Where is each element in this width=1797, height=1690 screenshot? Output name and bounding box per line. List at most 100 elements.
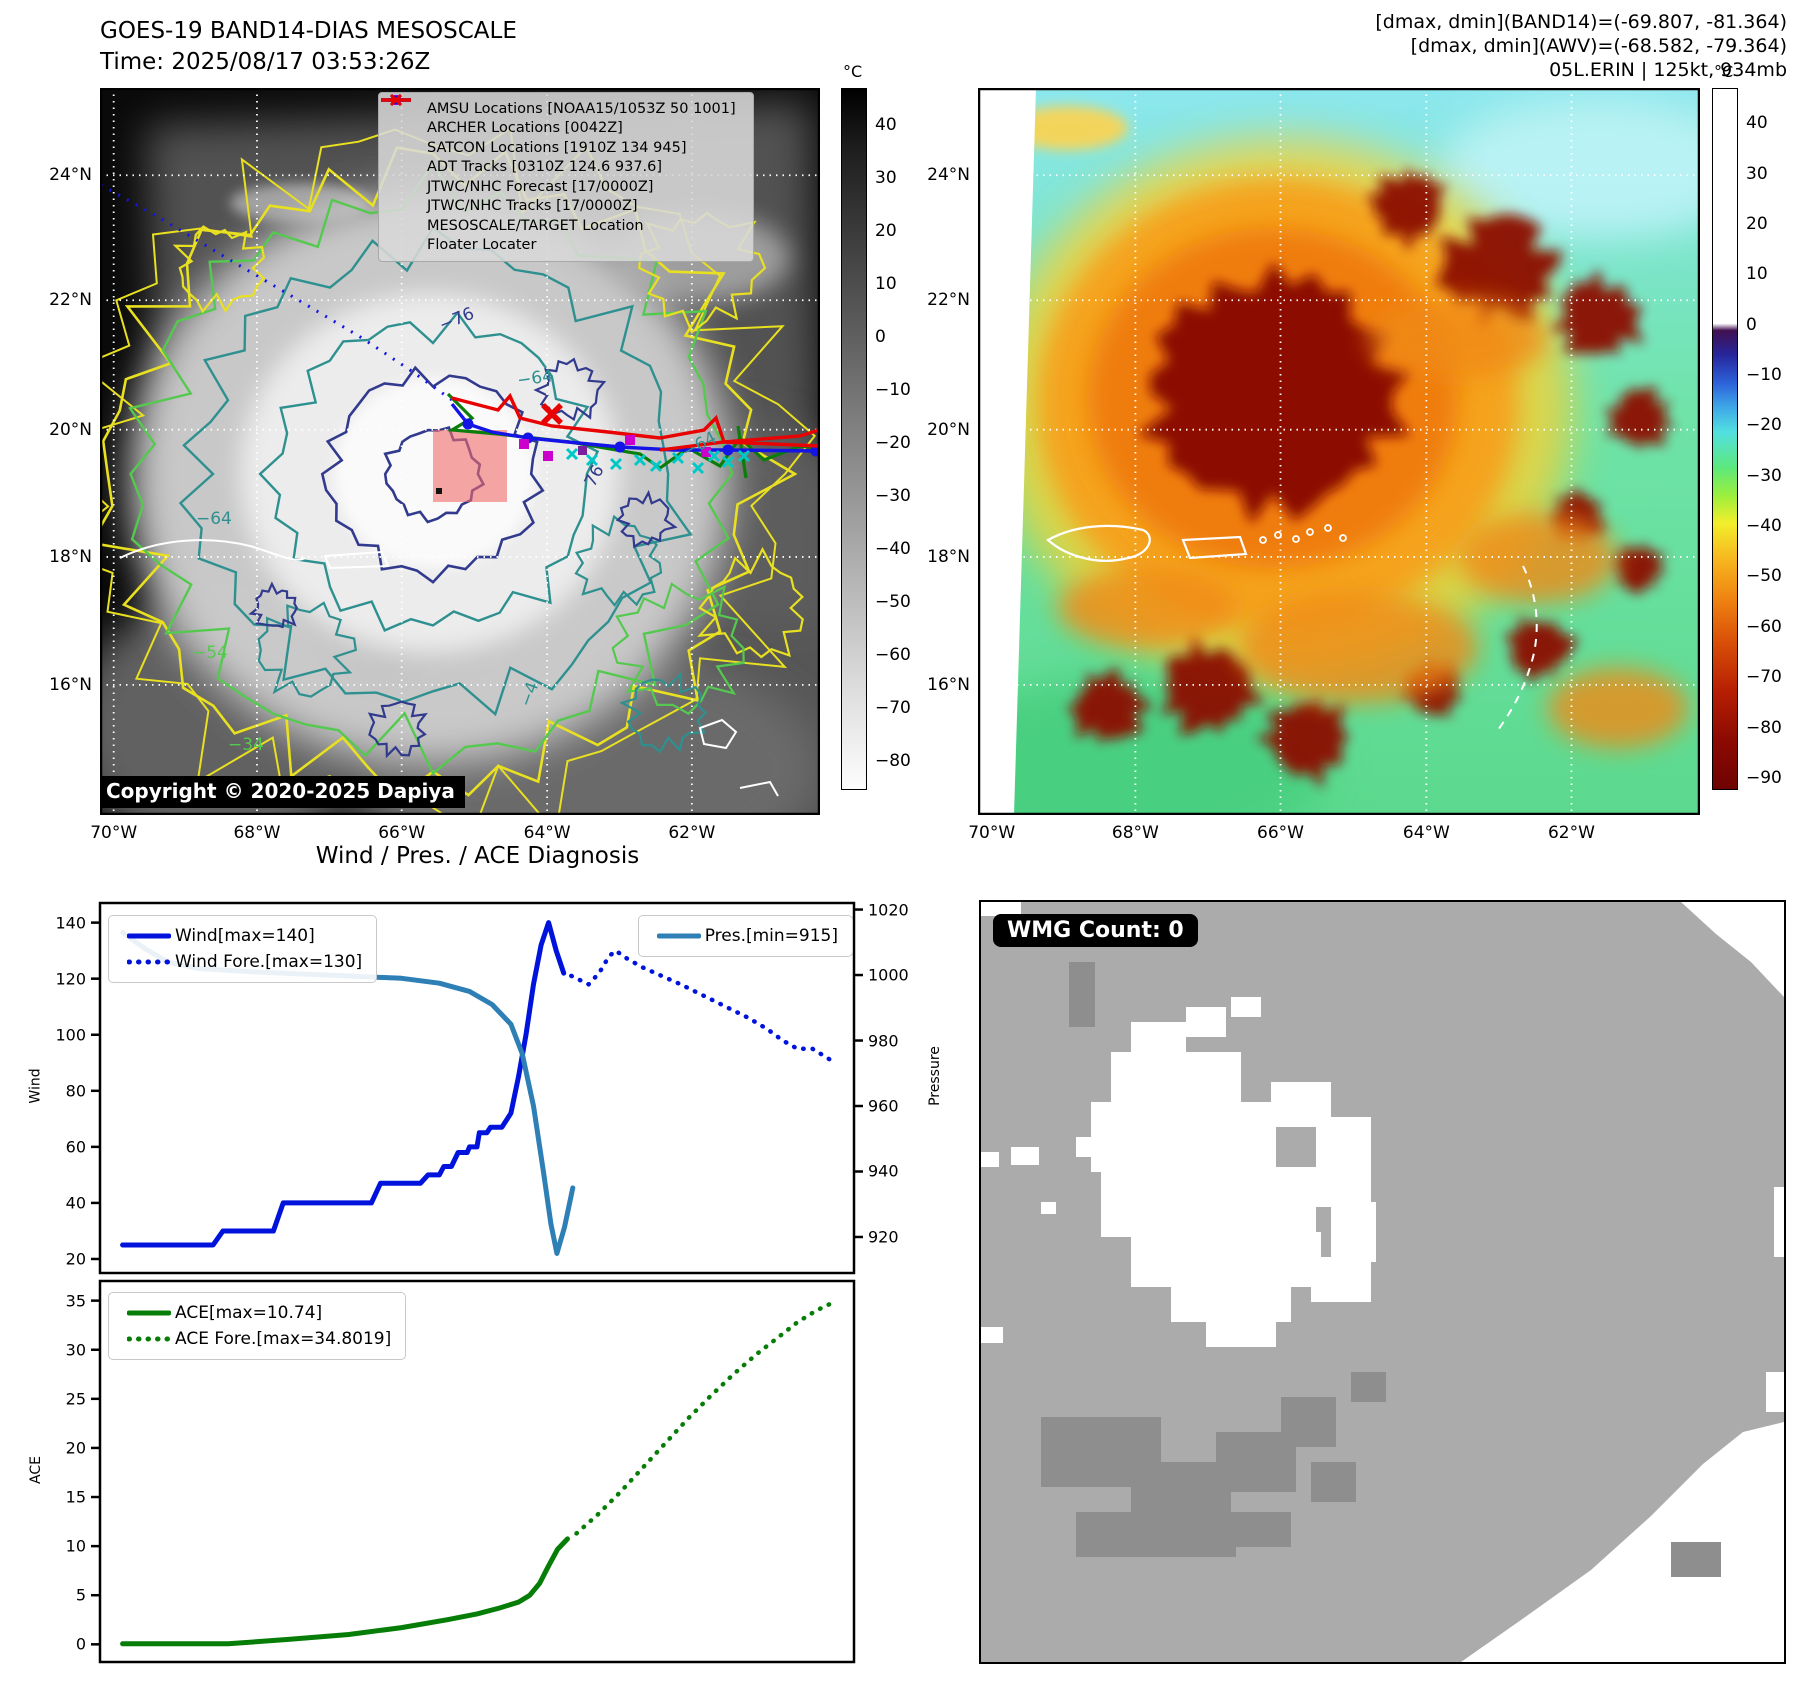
legend-label: ADT Tracks [0310Z 124.6 937.6] [427,159,663,176]
ir-colorbar-tick: −10 [1746,365,1782,386]
y-tick-label: 40 [65,1193,86,1213]
chart-legend-item: ACE Fore.[max=34.8019] [123,1326,391,1352]
y2-tick-label: 960 [868,1096,899,1116]
copyright-label: Copyright © 2020-2025 Dapiya [100,776,465,808]
map-legend: AMSU Locations [NOAA15/1053Z 50 1001] ARC… [378,92,754,262]
pressure-legend: Pres.[min=915] [637,915,853,957]
dmax-awv-line: [dmax, dmin](AWV)=(-68.582, -79.364) [1410,35,1787,57]
y2-tick-label: 940 [868,1161,899,1181]
legend-dotted-line-icon [127,959,171,965]
map-legend-item: JTWC/NHC Tracks [17/0000Z] [381,95,745,217]
lat-tick-label: 22°N [49,290,92,311]
y-tick-label: 80 [65,1081,86,1101]
legend-label: AMSU Locations [NOAA15/1053Z 50 1001] [427,100,736,117]
band14-colorbar [841,88,867,790]
ir-colorbar-tick: −50 [1746,566,1782,587]
band14-colorbar-tick: 40 [875,115,897,136]
ir-colorbar-tick: −30 [1746,465,1782,486]
ir-colorbar-tick: −80 [1746,717,1782,738]
band14-colorbar-tick: −80 [875,751,911,772]
ir-colorbar-tick: 10 [1746,264,1768,285]
band14-colorbar-tick: −10 [875,380,911,401]
lon-tick-label: 62°W [1547,823,1595,843]
band14-colorbar-tick: −40 [875,539,911,560]
lon-tick-label: 68°W [233,823,281,843]
diagnosis-chart-title: Wind / Pres. / ACE Diagnosis [315,843,640,869]
lon-tick-label: 64°W [1402,823,1450,843]
contour-label: −64 [516,366,554,391]
band14-colorbar-tick: −50 [875,592,911,613]
chart-legend-item: Wind Fore.[max=130] [123,949,362,975]
legend-dotted-line-icon [127,1336,171,1342]
lat-tick-label: 18°N [49,546,92,567]
lon-tick-label: 68°W [1111,823,1159,843]
map-legend-item: ARCHER Locations [0042Z] [385,95,745,139]
lat-tick-label: 24°N [49,165,92,186]
band14-colorbar-tick: −30 [875,486,911,507]
chart-legend-item: Wind[max=140] [123,923,362,949]
wmg-panel: WMG Count: 0 [979,900,1786,1664]
band14-colorbar-tick: −70 [875,698,911,719]
lat-tick-label: 16°N [927,674,970,695]
legend-label: SATCON Locations [1910Z 134 945] [427,139,687,156]
map-legend-item: JTWC/NHC Forecast [17/0000Z] [381,98,745,197]
band14-colorbar-tick: −60 [875,645,911,666]
lon-tick-label: 66°W [378,823,426,843]
ir-colorbar-tick: −20 [1746,415,1782,436]
band14-colorbar-tick: 0 [875,327,886,348]
lat-tick-label: 20°N [927,419,970,440]
map-title-block: GOES-19 BAND14-DIAS MESOSCALE Time: 2025… [100,16,517,78]
y2-tick-label: 920 [868,1227,899,1247]
chart-legend-label: Wind[max=140] [175,926,315,946]
legend-line-icon [127,1310,171,1316]
ace-chart [91,1279,856,1664]
band14-colorbar-tick: −20 [875,433,911,454]
y-tick-label: 20 [65,1249,86,1269]
legend-label: JTWC/NHC Tracks [17/0000Z] [427,198,638,215]
band14-colorbar-tick: 30 [875,168,897,189]
ir-colorbar-tick: 20 [1746,213,1768,234]
lat-tick-label: 24°N [927,165,970,186]
wmg-count-badge: WMG Count: 0 [993,914,1198,947]
wind-legend: Wind[max=140] Wind Fore.[max=130] [108,915,378,983]
y-tick-label: 35 [65,1291,86,1311]
ace-legend: ACE[max=10.74] ACE Fore.[max=34.8019] [108,1292,407,1360]
y-tick-label: 120 [55,969,86,989]
ir-colorbar-tick: −60 [1746,616,1782,637]
lon-tick-label: 66°W [1257,823,1304,843]
chart-legend-item: Pres.[min=915] [653,923,838,949]
chart-legend-label: Wind Fore.[max=130] [175,952,363,972]
y-tick-label: 15 [65,1487,86,1507]
lon-tick-label: 62°W [668,823,716,843]
y2-tick-label: 1020 [868,900,909,920]
y-tick-label: 100 [55,1025,86,1045]
storm-id-line: 05L.ERIN | 125kt, 934mb [1549,59,1787,81]
y-tick-label: 10 [65,1536,86,1556]
lat-tick-label: 22°N [927,290,970,311]
map-legend-item: AMSU Locations [NOAA15/1053Z 50 1001] [385,95,745,119]
chart-legend-item: ACE[max=10.74] [123,1300,391,1326]
legend-label: ARCHER Locations [0042Z] [427,120,623,137]
ir-colorbar-tick: −90 [1746,767,1782,788]
band14-colorbar-tick: 20 [875,221,897,242]
map-legend-item: ADT Tracks [0310Z 124.6 937.6] [381,98,745,178]
y-tick-label: 20 [65,1438,86,1458]
lon-tick-label: 70°W [90,823,138,843]
lat-tick-label: 16°N [49,674,92,695]
y-tick-label: 25 [65,1389,86,1409]
lat-tick-label: 18°N [927,546,970,567]
ir-colorbar-tick: 30 [1746,163,1768,184]
band14-satellite-map: −64 −76 −64 76 −64 −54 −34 −4 AMSU Locations [N… [100,88,820,815]
ir-colorbar-tick: 40 [1746,113,1768,134]
map-legend-item: Floater Locater [381,98,745,256]
storm-stats-header: [dmax, dmin](BAND14)=(-69.807, -81.364) … [1375,10,1787,82]
ir-colorbar-unit: °C [1714,62,1734,81]
y-tick-label: 140 [55,913,86,933]
ir-colorbar [1712,88,1738,790]
lat-tick-label: 20°N [49,419,92,440]
wmg-mask-image [981,902,1784,1662]
legend-label: JTWC/NHC Forecast [17/0000Z] [427,178,654,195]
wind-axis-label: Wind [27,1068,44,1104]
legend-label: Floater Locater [427,237,537,254]
